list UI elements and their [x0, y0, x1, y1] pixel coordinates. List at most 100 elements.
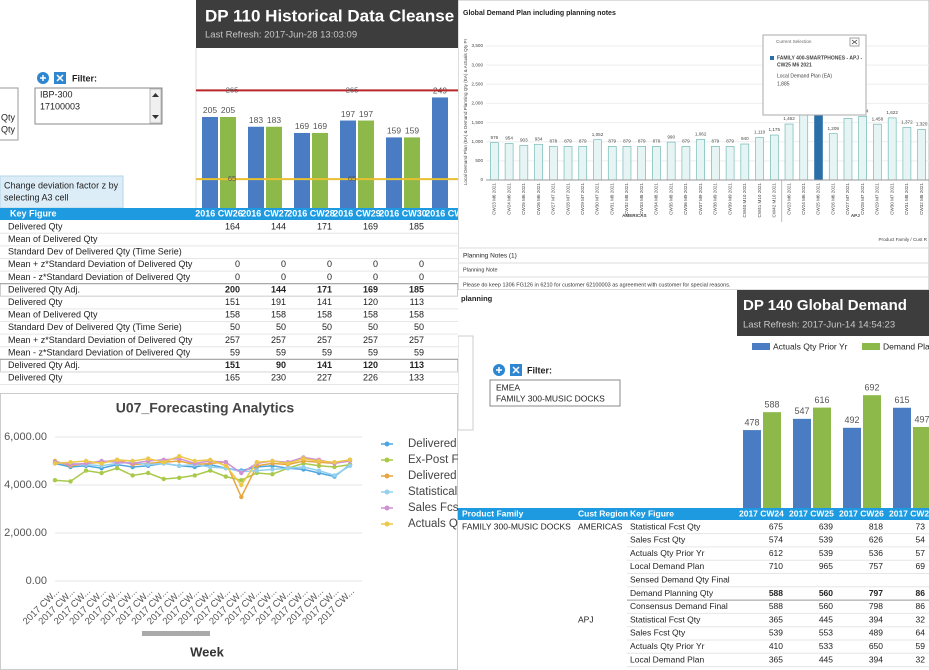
add-filter-icon[interactable] — [37, 72, 49, 84]
bar-label: 878 — [549, 139, 557, 144]
legend-label: Demand Plann — [883, 341, 929, 351]
limit-label: 65 — [348, 174, 356, 183]
cell: 0 — [327, 272, 332, 282]
y-tick-label: 3,500 — [472, 43, 484, 48]
filter-list[interactable] — [34, 87, 163, 125]
cell: 86 — [916, 588, 926, 598]
panel-bg — [0, 393, 458, 670]
filter-item[interactable]: FAMILY 300-MUSIC DOCKS — [496, 393, 605, 403]
filter-item[interactable]: 17100003 — [40, 101, 80, 111]
note-text: Change deviation factor z by — [4, 180, 119, 190]
u07-panel: U07_Forecasting Analytics Week 0.00 2,000… — [0, 393, 458, 670]
cell: 798 — [869, 601, 883, 611]
popup — [762, 34, 867, 116]
row-label: Mean + z*Standard Deviation of Delivered… — [8, 259, 193, 269]
cell: 560 — [819, 588, 833, 598]
bar-label: 169 — [295, 121, 309, 131]
series-line — [54, 461, 351, 477]
add-filter-icon[interactable] — [493, 364, 505, 376]
bar — [887, 117, 897, 181]
filter-label: Filter: — [72, 73, 97, 83]
point — [130, 458, 135, 464]
x-tick-label: CW27 M7 2021 — [845, 183, 850, 215]
region-label: AMERICAS — [622, 213, 647, 218]
cell: 64 — [916, 628, 926, 638]
bar — [358, 120, 374, 208]
filter-item[interactable]: IBP-300 — [40, 89, 73, 99]
cell: 120 — [363, 360, 378, 370]
cell: 185 — [409, 284, 424, 294]
bar — [763, 412, 781, 508]
bar — [340, 120, 356, 208]
point — [177, 463, 182, 468]
side-box — [0, 87, 19, 141]
row-label: Standard Dev of Delivered Qty (Time Seri… — [8, 247, 182, 257]
cell: 54 — [916, 535, 926, 545]
dp140-panel: planning DP 140 Global Demand Last Refre… — [458, 290, 929, 670]
bar-label: 1,458 — [872, 116, 884, 121]
point — [316, 463, 322, 468]
point — [239, 482, 244, 488]
point — [347, 463, 353, 468]
key-figure: Local Demand Plan — [630, 654, 704, 664]
popup-value: 1,885 — [777, 81, 790, 87]
filter-item[interactable]: EMEA — [496, 382, 520, 392]
cell: 394 — [869, 614, 883, 624]
column-header: 2016 CW29 — [333, 208, 381, 218]
cell: 710 — [769, 561, 783, 571]
clear-filter-icon[interactable] — [54, 72, 66, 84]
point — [99, 470, 104, 476]
title: DP 110 Historical Data Cleanse — [205, 6, 454, 25]
cell: 164 — [225, 221, 240, 231]
key-figure: Demand Planning Qty — [630, 588, 714, 598]
point — [301, 464, 306, 470]
x-tick-label: CW23 M6 2021 — [786, 183, 791, 215]
legend-label: Statistical — [408, 486, 457, 498]
point — [270, 467, 275, 472]
cust-region: APJ — [578, 614, 594, 624]
row-label: Mean - z*Standard Deviation of Delivered… — [8, 272, 191, 282]
bar — [534, 143, 543, 181]
cell: 230 — [271, 373, 286, 383]
popup-close[interactable] — [849, 37, 860, 47]
cell: 675 — [769, 521, 783, 531]
scrollbar[interactable] — [149, 88, 162, 124]
bar — [622, 146, 632, 181]
cell: 257 — [225, 335, 240, 345]
bar-label: 879 — [564, 139, 572, 144]
bar-label: 903 — [520, 138, 528, 143]
legend-swatch — [752, 343, 770, 350]
point — [254, 468, 260, 473]
title: Global Demand Plan including planning no… — [463, 10, 616, 17]
bar-label: 879 — [638, 139, 646, 144]
dp110-panel: DP 110 Historical Data Cleanse Last Refr… — [0, 0, 458, 393]
x-tick-label: CW24 M6 2021 — [506, 183, 511, 215]
point — [285, 466, 291, 471]
cell: 59 — [414, 347, 424, 357]
cell: 171 — [317, 221, 332, 231]
bar — [220, 116, 236, 208]
filter-list[interactable] — [489, 379, 621, 407]
bar-label: 1,175 — [769, 127, 781, 132]
cell: 257 — [363, 335, 378, 345]
bar-label: 478 — [744, 417, 759, 427]
point — [145, 456, 151, 461]
scrollbar[interactable] — [142, 631, 210, 636]
row-label: Delivered Qty Adj. — [8, 284, 80, 294]
cell: 169 — [363, 284, 378, 294]
bar-label: 183 — [249, 115, 263, 125]
point — [52, 461, 58, 466]
cust-region: AMERICAS — [578, 521, 623, 531]
x-tick-label: CW39 M9 2021 — [727, 183, 732, 215]
cell: 151 — [225, 360, 240, 370]
bar-label: 1,622 — [886, 110, 898, 115]
cell: 489 — [869, 628, 883, 638]
side-label: Qty — [1, 112, 16, 122]
point — [223, 474, 228, 479]
key-figure: Actuals Qty Prior Yr — [630, 641, 705, 651]
clear-filter-icon[interactable] — [510, 364, 522, 376]
cell: 626 — [869, 535, 883, 545]
bar — [743, 430, 761, 508]
cell: 59 — [276, 347, 286, 357]
bar-label: 197 — [341, 109, 355, 119]
